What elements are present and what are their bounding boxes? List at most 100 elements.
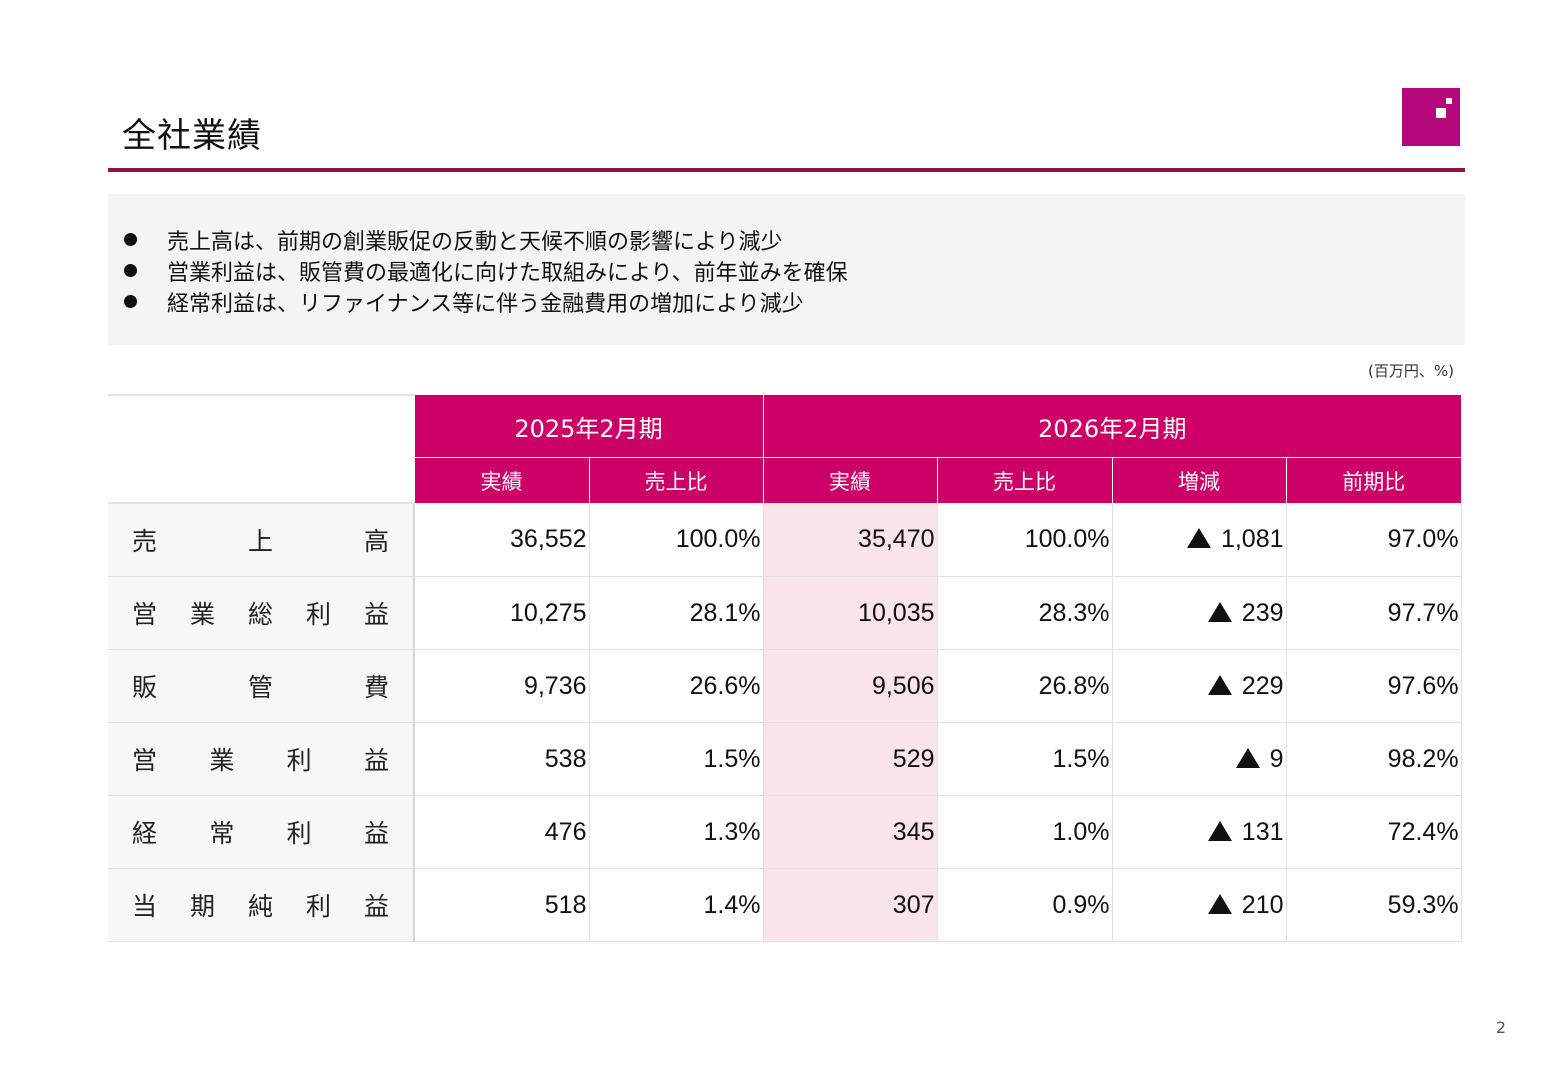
table-corner xyxy=(108,394,414,504)
cell-change: 210 xyxy=(1112,868,1287,942)
cell-prev-actual: 10,275 xyxy=(414,576,590,650)
table-row: 売上高 36,552 100.0% 35,470 100.0% 1,081 97.0% xyxy=(108,503,1462,577)
row-label-char: 売 xyxy=(132,527,158,556)
summary-text: 営業利益は、販管費の最適化に向けた取組みにより、前年並みを確保 xyxy=(167,260,848,286)
summary-box: 売上高は、前期の創業販促の反動と天候不順の影響により減少 営業利益は、販管費の最… xyxy=(108,194,1465,345)
row-label-char: 業 xyxy=(209,746,235,775)
cell-yoy: 98.2% xyxy=(1286,722,1462,796)
change-value: 1,081 xyxy=(1220,525,1284,553)
logo-square-mark xyxy=(1436,108,1446,118)
unit-note: (百万円、%) xyxy=(1368,362,1454,380)
cell-yoy: 72.4% xyxy=(1286,795,1462,869)
title-divider xyxy=(108,168,1465,172)
cell-prev-ratio: 1.3% xyxy=(589,795,764,869)
col-header-cur-ratio: 売上比 xyxy=(936,457,1113,503)
row-label: 売上高 xyxy=(108,503,415,577)
row-label-char: 総 xyxy=(247,600,273,629)
table-row: 当 期 純 利 益 518 1.4% 307 0.9% 210 59.3% xyxy=(108,868,1462,942)
decrease-triangle-icon xyxy=(1186,528,1211,548)
cell-change: 9 xyxy=(1112,722,1287,796)
cell-cur-actual: 307 xyxy=(763,868,938,942)
cell-cur-ratio: 100.0% xyxy=(937,503,1113,577)
period-header-prev: 2025年2月期 xyxy=(413,395,764,458)
decrease-triangle-icon xyxy=(1207,674,1232,695)
cell-change: 131 xyxy=(1112,795,1287,869)
col-header-yoy: 前期比 xyxy=(1285,457,1462,503)
summary-list: 売上高は、前期の創業販促の反動と天候不順の影響により減少 営業利益は、販管費の最… xyxy=(108,194,1465,317)
row-label-char: 経 xyxy=(132,819,158,848)
table-row: 営業利益 538 1.5% 529 1.5% 9 98.2% xyxy=(108,722,1462,796)
cell-prev-ratio: 1.4% xyxy=(589,868,764,942)
cell-yoy: 97.0% xyxy=(1286,503,1462,577)
row-label: 営業総利益 xyxy=(108,576,415,650)
cell-prev-actual: 518 xyxy=(414,868,590,942)
cell-yoy: 59.3% xyxy=(1286,868,1462,942)
cell-prev-actual: 9,736 xyxy=(414,649,590,723)
cell-cur-actual: 9,506 xyxy=(763,649,938,723)
period-header-cur: 2026年2月期 xyxy=(762,395,1462,458)
row-label: 営業利益 xyxy=(108,722,415,796)
row-label: 当期純利益 xyxy=(108,868,415,942)
cell-prev-ratio: 100.0% xyxy=(589,503,764,577)
row-label-char: 益 xyxy=(363,600,389,629)
row-label-char: 高 xyxy=(363,527,389,556)
results-table: 2025年2月期 2026年2月期 実績 売上比 実績 売上比 増減 前期比 売… xyxy=(108,394,1462,942)
change-value: 210 xyxy=(1241,890,1284,919)
cell-prev-actual: 36,552 xyxy=(414,503,590,577)
row-label-char: 販 xyxy=(132,673,158,702)
cell-yoy: 97.7% xyxy=(1286,576,1462,650)
summary-text: 売上高は、前期の創業販促の反動と天候不順の影響により減少 xyxy=(167,229,783,255)
cell-cur-ratio: 1.5% xyxy=(937,722,1113,796)
summary-bullet: 売上高は、前期の創業販促の反動と天候不順の影響により減少 xyxy=(124,224,1465,255)
change-value: 229 xyxy=(1241,671,1284,700)
cell-cur-actual: 345 xyxy=(763,795,938,869)
col-header-prev-actual: 実績 xyxy=(413,457,589,503)
decrease-triangle-icon xyxy=(1235,747,1260,768)
change-value: 131 xyxy=(1241,817,1284,846)
col-header-cur-actual: 実績 xyxy=(762,457,938,503)
cell-cur-ratio: 26.8% xyxy=(937,649,1113,723)
summary-bullet: 営業利益は、販管費の最適化に向けた取組みにより、前年並みを確保 xyxy=(124,255,1465,286)
row-label-char: 利 xyxy=(305,892,331,921)
row-label: 販管費 xyxy=(108,649,415,723)
decrease-triangle-icon xyxy=(1207,820,1232,841)
page-number: 2 xyxy=(1495,1018,1506,1037)
row-label-char: 当 xyxy=(132,892,158,921)
row-label-char: 上 xyxy=(247,527,273,556)
table-row: 営 業 総 利 益 10,275 28.1% 10,035 28.3% 239 97.7% xyxy=(108,576,1462,650)
change-value: 239 xyxy=(1241,598,1284,627)
summary-bullet: 経常利益は、リファイナンス等に伴う金融費用の増加により減少 xyxy=(124,286,1465,317)
bullet-icon xyxy=(124,233,137,246)
col-header-prev-ratio: 売上比 xyxy=(588,457,764,503)
row-label-char: 益 xyxy=(363,746,389,775)
company-logo xyxy=(1402,88,1460,146)
decrease-triangle-icon xyxy=(1207,601,1232,622)
cell-prev-actual: 476 xyxy=(414,795,590,869)
logo-square-mark-small xyxy=(1446,98,1452,104)
cell-change: 229 xyxy=(1112,649,1287,723)
cell-cur-actual: 10,035 xyxy=(763,576,938,650)
row-label: 経常利益 xyxy=(108,795,415,869)
bullet-icon xyxy=(124,264,137,277)
cell-prev-ratio: 26.6% xyxy=(589,649,764,723)
row-label-char: 期 xyxy=(189,892,215,921)
bullet-icon xyxy=(124,295,137,308)
col-header-change: 増減 xyxy=(1111,457,1287,503)
row-label-char: 益 xyxy=(363,892,389,921)
row-label-char: 営 xyxy=(132,600,158,629)
table-row: 販 管 費 9,736 26.6% 9,506 26.8% 229 97.6% xyxy=(108,649,1462,723)
cell-prev-ratio: 28.1% xyxy=(589,576,764,650)
cell-yoy: 97.6% xyxy=(1286,649,1462,723)
row-label-char: 業 xyxy=(189,600,215,629)
summary-text: 経常利益は、リファイナンス等に伴う金融費用の増加により減少 xyxy=(167,291,804,317)
row-label-char: 益 xyxy=(363,819,389,848)
cell-change: 239 xyxy=(1112,576,1287,650)
row-label-char: 利 xyxy=(305,600,331,629)
page-title: 全社業績 xyxy=(122,116,262,156)
table-row: 経 常 利 益 476 1.3% 345 1.0% 131 72.4% xyxy=(108,795,1462,869)
cell-change: 1,081 xyxy=(1112,503,1287,577)
cell-cur-ratio: 28.3% xyxy=(937,576,1113,650)
row-label-char: 管 xyxy=(247,673,273,702)
row-label-char: 利 xyxy=(286,819,312,848)
cell-cur-actual: 35,470 xyxy=(763,503,938,577)
